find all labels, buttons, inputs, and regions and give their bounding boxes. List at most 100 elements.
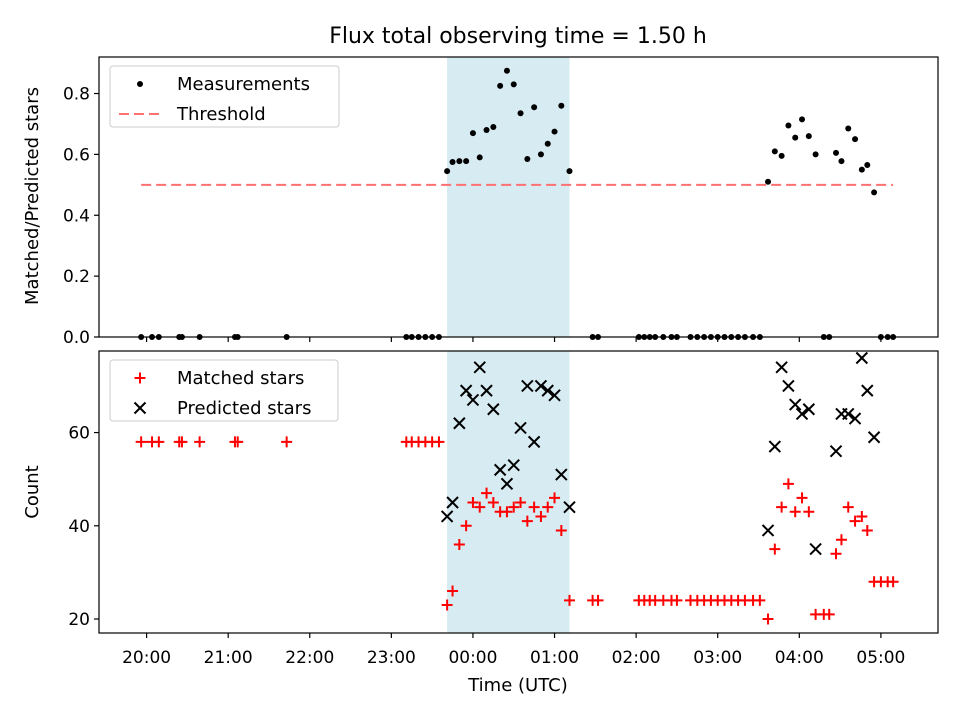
legend-label: Measurements xyxy=(177,74,310,95)
predicted-stars-point xyxy=(548,389,561,402)
predicted-stars-point xyxy=(487,403,500,416)
predicted-stars-point xyxy=(855,351,869,365)
measurement-point xyxy=(483,127,490,134)
predicted-stars-point xyxy=(466,393,480,407)
y-tick-label: 0.6 xyxy=(63,145,90,165)
measurement-point xyxy=(778,152,785,159)
chart-title: Flux total observing time = 1.50 h xyxy=(329,24,707,49)
measurement-point xyxy=(510,81,517,88)
matched-stars-point xyxy=(830,548,842,560)
matched-stars-point xyxy=(769,543,781,555)
matched-stars-point xyxy=(856,510,868,522)
y-tick-label: 0.2 xyxy=(63,267,90,287)
x-tick-label: 22:00 xyxy=(285,648,334,668)
measurement-point xyxy=(503,67,510,74)
y-tick-label: 0.8 xyxy=(63,85,90,105)
matched-stars-point xyxy=(453,538,465,550)
predicted-stars-point xyxy=(782,379,795,393)
matched-stars-point xyxy=(481,487,493,499)
matched-stars-point xyxy=(521,515,533,527)
measurement-point xyxy=(558,102,565,109)
plot-frame xyxy=(98,350,939,634)
matched-stars-point xyxy=(474,501,486,513)
measurement-point xyxy=(838,158,845,165)
predicted-stars-point xyxy=(802,403,816,416)
predicted-stars-point xyxy=(775,361,788,374)
legend-x-marker xyxy=(133,401,147,415)
matched-stars-point xyxy=(796,492,808,504)
legend-plus-marker xyxy=(134,372,146,384)
matched-stars-point xyxy=(433,436,445,448)
legend: Measurements Threshold xyxy=(109,65,340,128)
y-tick-label: 0.0 xyxy=(63,328,90,348)
measurement-point xyxy=(537,151,544,158)
measurement-point xyxy=(497,82,504,89)
predicted-stars-point xyxy=(795,407,809,421)
measurement-point xyxy=(845,125,852,132)
matched-stars-point xyxy=(849,515,861,527)
predicted-stars-point xyxy=(521,379,534,393)
matched-stars-point xyxy=(487,496,499,508)
predicted-stars-point xyxy=(534,379,548,393)
x-tick-label: 00:00 xyxy=(448,648,497,668)
legend-dot-marker xyxy=(137,81,143,87)
predicted-stars-point xyxy=(446,496,459,509)
predicted-stars-point xyxy=(541,384,554,397)
predicted-stars-point xyxy=(507,458,520,472)
measurement-point xyxy=(544,140,551,147)
predicted-stars-point xyxy=(789,398,802,411)
measurement-point xyxy=(805,133,812,140)
y-tick-label: 40 xyxy=(68,517,90,537)
matched-stars-point xyxy=(153,436,165,448)
legend-label: Predicted stars xyxy=(177,398,311,419)
matched-stars-point xyxy=(508,501,520,513)
observing-window-band xyxy=(447,351,570,633)
measurement-point xyxy=(871,189,878,196)
matched-stars-point xyxy=(762,613,774,625)
y-tick-label: 60 xyxy=(68,424,90,444)
measurement-point xyxy=(517,110,524,117)
matched-stars-point xyxy=(887,576,899,588)
measurement-point xyxy=(531,104,538,111)
matched-stars-point xyxy=(563,594,575,606)
matched-stars-point xyxy=(135,436,147,448)
matched-stars-point xyxy=(671,594,683,606)
matched-stars-point xyxy=(515,496,527,508)
predicted-stars-point xyxy=(768,440,782,453)
measurement-point xyxy=(771,148,778,155)
matched-stars-point xyxy=(782,478,794,490)
measurement-point xyxy=(812,151,819,158)
predicted-stars-point xyxy=(867,431,881,444)
legend-label: Matched stars xyxy=(177,368,304,389)
predicted-stars-point xyxy=(563,500,576,514)
predicted-stars-point xyxy=(829,445,843,458)
measurement-point xyxy=(551,128,558,135)
matched-stars-point xyxy=(823,608,835,620)
ratio-panel: Matched/Predicted stars 0.0 0.2 0.4 0.6 0.8 M… xyxy=(22,56,939,348)
matched-stars-point xyxy=(592,594,604,606)
predicted-stars-point xyxy=(861,384,874,397)
x-tick-label: 23:00 xyxy=(367,648,416,668)
matched-stars-point xyxy=(501,506,513,518)
legend-label: Threshold xyxy=(176,104,266,125)
measurement-point xyxy=(765,178,772,185)
matched-stars-point xyxy=(528,501,540,513)
measurement-point xyxy=(524,155,531,162)
x-tick-label: 05:00 xyxy=(856,648,905,668)
x-tick-label: 04:00 xyxy=(775,648,824,668)
plot-frame xyxy=(98,56,939,338)
x-axis-label: Time (UTC) xyxy=(467,675,568,696)
x-tick-label: 03:00 xyxy=(693,648,742,668)
matched-stars-point xyxy=(835,534,847,546)
y-tick-label: 20 xyxy=(68,610,90,630)
measurement-point xyxy=(463,158,470,165)
predicted-stars-point xyxy=(842,407,855,421)
matched-stars-point xyxy=(176,436,188,448)
x-tick-label: 21:00 xyxy=(204,648,253,668)
matched-stars-point xyxy=(776,501,788,513)
x-tick-label: 20:00 xyxy=(122,648,171,668)
matched-stars-point xyxy=(542,501,554,513)
predicted-stars-point xyxy=(500,477,514,491)
matched-stars-point xyxy=(549,492,561,504)
predicted-stars-point xyxy=(555,468,568,481)
